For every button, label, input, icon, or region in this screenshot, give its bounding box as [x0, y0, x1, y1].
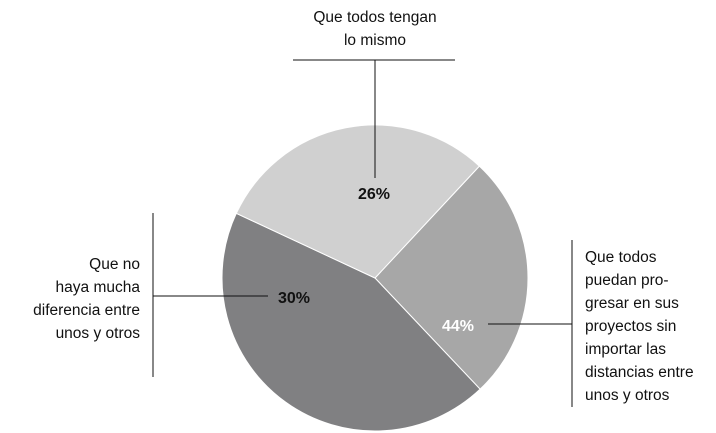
value-label: 44% — [442, 318, 474, 335]
pie-slice — [235, 124, 481, 279]
pie-slice — [374, 165, 529, 390]
value-label: 26% — [358, 186, 390, 203]
category-label: Que no haya mucha diferencia entre unos … — [33, 256, 140, 342]
pie-slice — [221, 212, 481, 432]
slices — [221, 124, 529, 432]
category-label: Que todos tengan lo mismo — [313, 9, 437, 49]
value-label: 30% — [278, 290, 310, 307]
category-label: Que todos puedan pro- gresar en sus proy… — [585, 249, 694, 404]
